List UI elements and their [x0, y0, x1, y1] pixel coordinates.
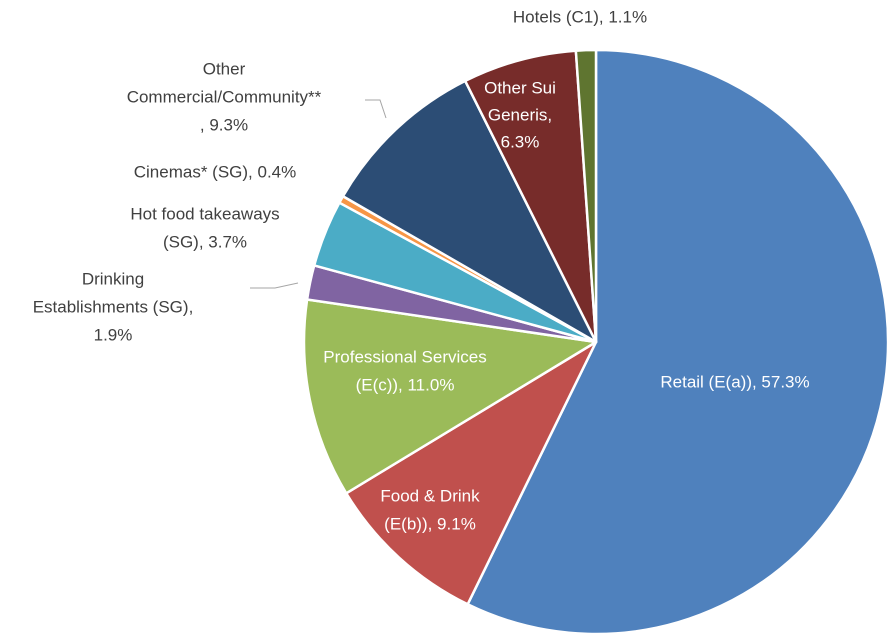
leader-line — [365, 99, 387, 119]
pie-slice — [341, 79, 598, 344]
data-label: Generis, — [488, 105, 552, 124]
data-label: Other Sui — [484, 78, 556, 97]
pie-slice — [574, 48, 598, 344]
data-label: Commercial/Community** — [127, 87, 322, 106]
data-label: Hot food takeaways — [130, 204, 279, 223]
pie-slice — [463, 49, 598, 344]
data-label: (E(b)), 9.1% — [384, 514, 476, 533]
data-label: , 9.3% — [200, 115, 248, 134]
data-label: Professional Services — [323, 347, 486, 366]
slices — [302, 48, 889, 636]
pie-slice — [302, 298, 598, 495]
data-label: Establishments (SG), — [33, 297, 194, 316]
leader-line — [250, 282, 299, 289]
data-label: 1.9% — [94, 325, 133, 344]
data-label: Retail (E(a)), 57.3% — [660, 372, 809, 391]
labels: Retail (E(a)), 57.3% Food & Drink (E(b)), … — [33, 7, 810, 533]
data-label: Hotels (C1), 1.1% — [513, 7, 647, 26]
data-label: Drinking — [82, 269, 144, 288]
data-label: Cinemas* (SG), 0.4% — [134, 162, 297, 181]
pie-slice — [344, 340, 598, 606]
data-label: (SG), 3.7% — [163, 232, 247, 251]
data-label: Other — [203, 59, 246, 78]
pie-slice — [466, 48, 889, 636]
data-label: 6.3% — [501, 132, 540, 151]
data-label: (E(c)), 11.0% — [356, 375, 455, 394]
data-label: Food & Drink — [380, 486, 480, 505]
